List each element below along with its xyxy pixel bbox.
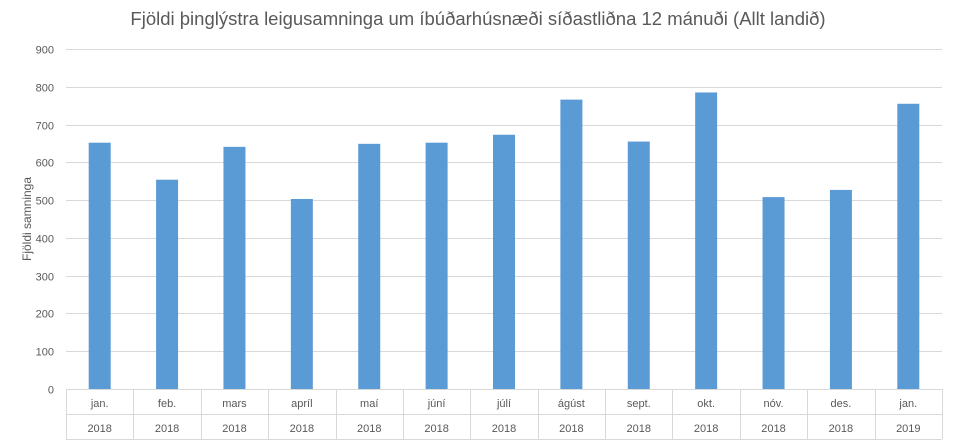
bar: [897, 103, 920, 390]
bar: [156, 179, 179, 389]
x-tick-label-year: 2018: [222, 423, 246, 435]
x-tick-label-year: 2018: [87, 423, 111, 435]
x-tick-label-year: 2018: [694, 423, 718, 435]
x-tick-label-month: des.: [831, 398, 852, 410]
x-tick-label-month: ágúst: [558, 398, 585, 410]
x-tick-label-year: 2018: [155, 423, 179, 435]
x-tick-label-year: 2018: [761, 423, 785, 435]
x-tick-label-year: 2018: [290, 423, 314, 435]
y-tick-label: 300: [36, 272, 54, 284]
y-tick-label: 200: [36, 309, 54, 321]
bar: [425, 142, 448, 389]
x-tick-label-year: 2018: [357, 423, 381, 435]
y-tick-label: 100: [36, 347, 54, 359]
x-tick-label-month: júlí: [496, 398, 511, 410]
x-tick-label-month: apríl: [291, 398, 312, 410]
x-tick-label-year: 2018: [829, 423, 853, 435]
y-tick-label: 400: [36, 234, 54, 246]
x-tick-label-month: feb.: [158, 398, 176, 410]
bar: [829, 189, 852, 389]
x-tick-label-month: maí: [360, 398, 378, 410]
bar: [695, 92, 718, 389]
bar: [88, 142, 111, 389]
x-tick-label-year: 2018: [559, 423, 583, 435]
x-tick-label-month: júní: [427, 398, 446, 410]
y-tick-label: 0: [48, 385, 54, 397]
x-tick-label-month: okt.: [697, 398, 715, 410]
y-tick-label: 500: [36, 196, 54, 208]
x-tick-label-month: sept.: [627, 398, 651, 410]
y-tick-label: 800: [36, 83, 54, 95]
x-tick-label-month: jan.: [90, 398, 109, 410]
x-tick-label-year: 2018: [627, 423, 651, 435]
x-tick-label-month: jan.: [898, 398, 917, 410]
chart-title: Fjöldi þinglýstra leigusamninga um íbúða…: [130, 8, 826, 29]
bar: [223, 146, 246, 389]
bar: [290, 198, 313, 389]
x-tick-label-year: 2019: [896, 423, 920, 435]
y-tick-label: 700: [36, 121, 54, 133]
y-tick-label: 600: [36, 158, 54, 170]
x-tick-label-year: 2018: [424, 423, 448, 435]
bar: [358, 143, 381, 389]
bar: [493, 134, 515, 389]
x-tick-label-year: 2018: [492, 423, 516, 435]
bar: [560, 99, 583, 389]
y-axis-label: Fjöldi samninga: [20, 177, 34, 261]
x-tick-label-month: mars: [222, 398, 247, 410]
bar: [627, 141, 650, 389]
bar: [762, 197, 785, 389]
y-tick-label: 900: [36, 45, 54, 57]
x-tick-label-month: nóv.: [764, 398, 784, 410]
